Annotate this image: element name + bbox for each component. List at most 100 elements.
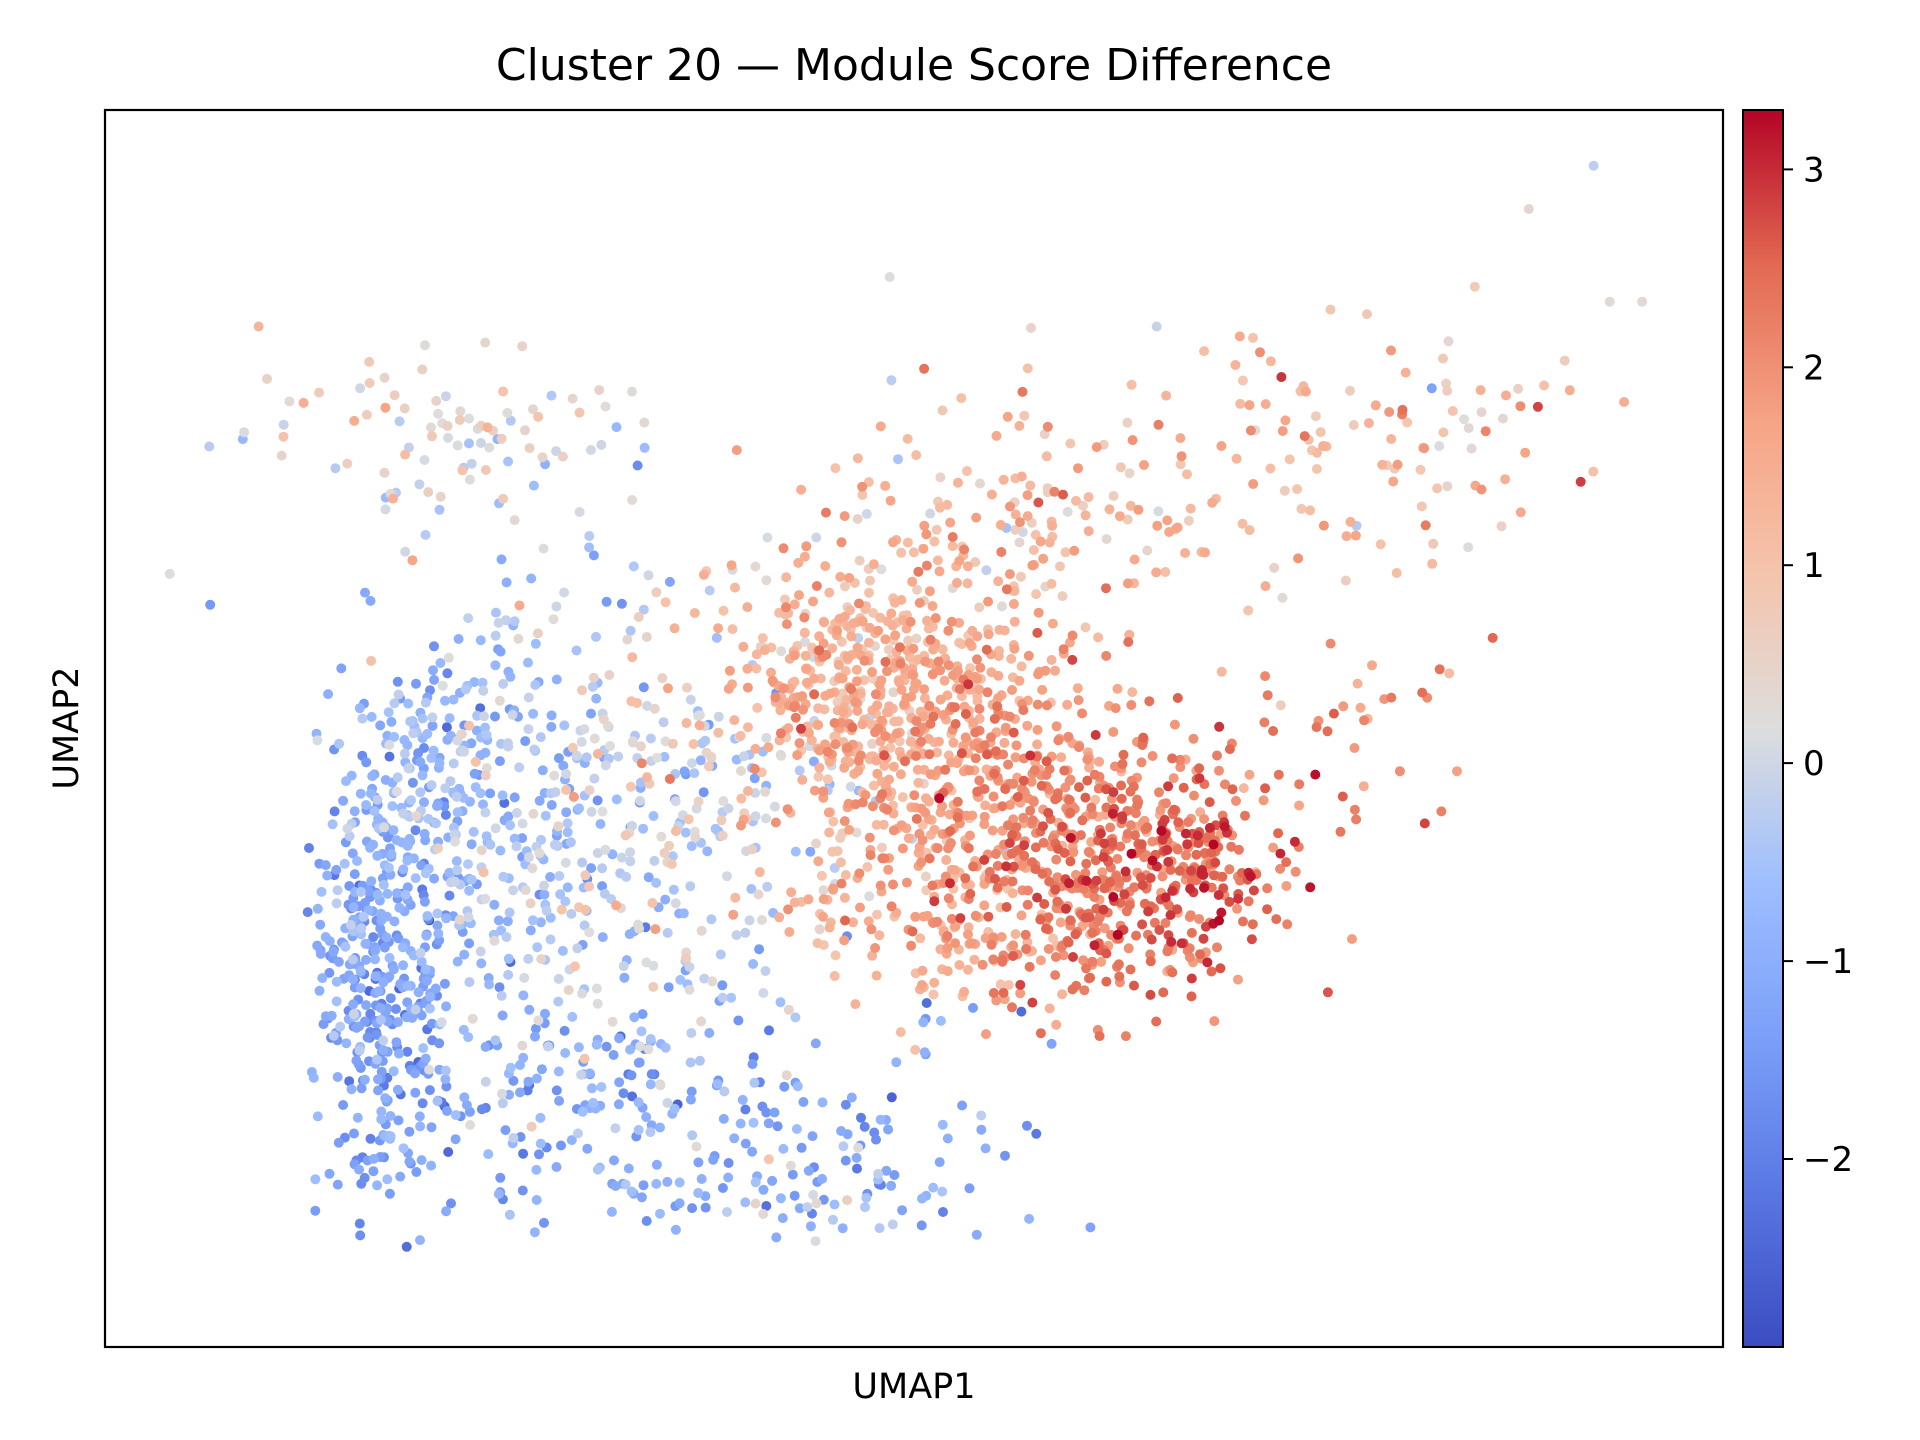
data-point	[368, 1166, 379, 1177]
data-point	[464, 720, 475, 731]
data-point	[1345, 385, 1355, 396]
data-point	[1216, 441, 1227, 451]
data-point	[956, 748, 967, 759]
data-point	[1085, 972, 1096, 983]
data-point	[857, 719, 868, 730]
data-point	[651, 1159, 662, 1170]
data-point	[879, 760, 890, 771]
data-point	[659, 751, 670, 762]
data-point	[553, 973, 564, 984]
data-point	[1296, 503, 1307, 514]
data-point	[505, 820, 516, 831]
data-point	[1080, 510, 1091, 521]
data-point	[476, 1104, 487, 1115]
data-point	[459, 746, 470, 757]
data-point	[391, 1037, 402, 1048]
data-point	[348, 999, 359, 1010]
data-point	[924, 853, 935, 864]
data-point	[1262, 883, 1273, 894]
data-point	[1018, 812, 1029, 823]
data-point	[993, 576, 1004, 587]
data-point	[638, 682, 649, 693]
data-point	[1000, 784, 1011, 795]
data-point	[943, 893, 954, 904]
data-point	[1349, 743, 1360, 753]
data-point	[1391, 568, 1402, 578]
data-point	[922, 910, 933, 921]
data-point	[452, 956, 463, 967]
data-point	[1564, 385, 1575, 396]
data-point	[388, 964, 399, 975]
data-point	[865, 850, 876, 861]
data-point	[794, 738, 805, 749]
data-point	[328, 1030, 339, 1041]
data-point	[1163, 856, 1174, 867]
data-point	[1007, 1002, 1017, 1013]
data-point	[511, 807, 522, 818]
data-point	[658, 717, 669, 728]
data-point	[1237, 375, 1248, 386]
data-point	[636, 758, 647, 769]
data-point	[420, 964, 431, 975]
data-point	[336, 663, 347, 674]
data-point	[910, 1044, 921, 1055]
data-point	[1214, 765, 1224, 776]
data-point	[896, 595, 907, 605]
data-point	[1115, 841, 1126, 852]
data-point	[813, 703, 824, 714]
data-point	[459, 1092, 470, 1103]
data-point	[1037, 868, 1048, 879]
data-point	[1186, 991, 1197, 1002]
data-point	[698, 787, 709, 798]
data-point	[539, 889, 550, 900]
data-point	[993, 651, 1004, 662]
data-point	[538, 543, 549, 554]
data-point	[1002, 411, 1013, 422]
data-point	[860, 1202, 870, 1213]
data-point	[480, 747, 491, 758]
data-point	[814, 924, 825, 935]
data-point	[1156, 825, 1167, 836]
data-point	[641, 1112, 652, 1122]
data-point	[1112, 929, 1123, 940]
data-point	[528, 808, 539, 819]
data-point	[533, 411, 544, 422]
data-point	[1230, 360, 1241, 370]
data-point	[588, 672, 599, 683]
data-point	[740, 1104, 751, 1115]
data-point	[1043, 944, 1054, 954]
data-point	[636, 1026, 647, 1037]
data-point	[573, 1042, 584, 1053]
data-point	[738, 641, 749, 652]
data-point	[736, 820, 746, 831]
data-point	[411, 678, 421, 689]
data-point	[1299, 431, 1310, 442]
colorbar-tick-label: 3	[1803, 150, 1825, 190]
data-point	[372, 794, 383, 805]
data-point	[1031, 1128, 1042, 1139]
data-point	[375, 1014, 386, 1025]
data-point	[1084, 847, 1095, 858]
data-point	[451, 791, 462, 802]
data-point	[972, 654, 982, 665]
data-point	[651, 877, 662, 888]
data-point	[622, 634, 633, 645]
data-point	[1041, 756, 1052, 767]
data-point	[992, 882, 1003, 893]
data-point	[1204, 822, 1215, 833]
data-point	[998, 474, 1009, 485]
data-point	[417, 770, 428, 781]
data-point	[766, 667, 776, 678]
data-point	[581, 752, 592, 763]
data-point	[1232, 903, 1243, 914]
data-point	[874, 930, 885, 941]
data-point	[693, 710, 704, 721]
data-point	[761, 1107, 772, 1118]
data-point	[1294, 800, 1305, 811]
data-point	[600, 401, 611, 412]
data-point	[1341, 531, 1352, 542]
data-point	[839, 892, 850, 903]
data-point	[1017, 527, 1028, 538]
data-point	[750, 561, 761, 572]
data-point	[1513, 383, 1524, 394]
